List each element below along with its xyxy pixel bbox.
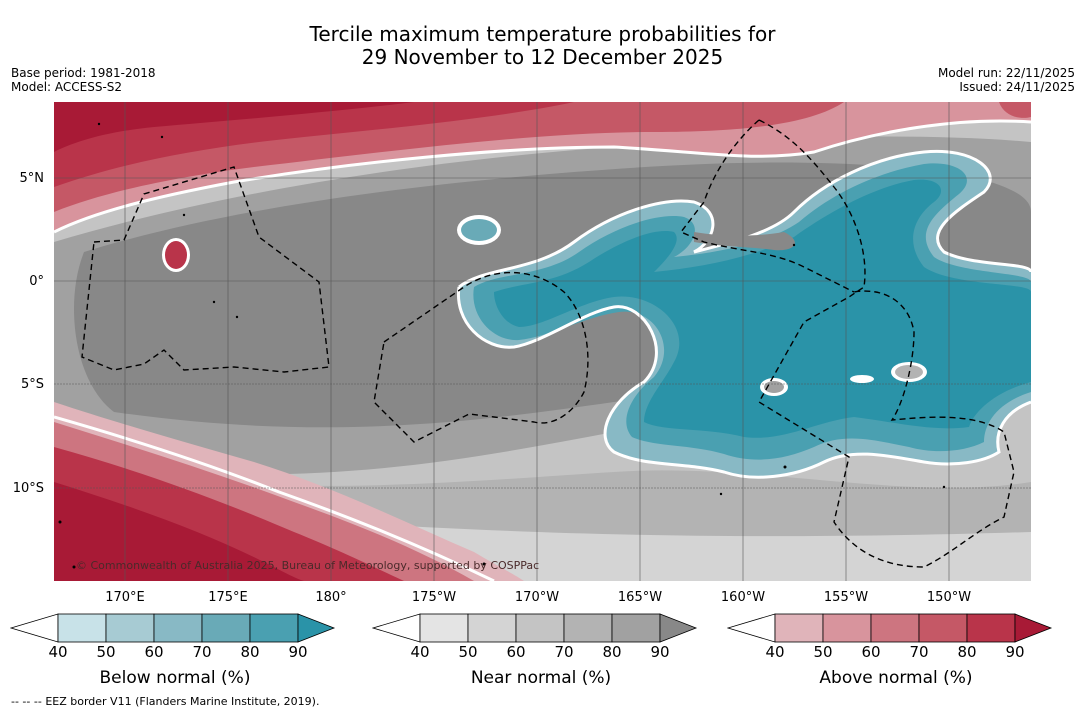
- copyright-notice: © Commonwealth of Australia 2025, Bureau…: [76, 559, 540, 572]
- islands: [58, 122, 946, 569]
- colorbar-tick-label: 80: [602, 643, 622, 661]
- colorbar-title-above: Above normal (%): [819, 668, 973, 688]
- colorbar-extend-high: [659, 613, 698, 643]
- near-normal-zone-southeast: [334, 522, 1031, 581]
- lat-tick-10s: 10°S: [12, 481, 44, 496]
- colorbar-segment: [105, 613, 155, 643]
- base-period: Base period: 1981-2018: [11, 66, 156, 80]
- colorbar-below-normal: [10, 613, 336, 643]
- footer-legend: -- -- -- EEZ border V11 (Flanders Marine…: [11, 695, 319, 708]
- map-title-line2: 29 November to 12 December 2025: [361, 45, 724, 69]
- colorbar-segment: [563, 613, 613, 643]
- lon-tick-170w: 170°W: [514, 590, 560, 605]
- lon-tick-160w: 160°W: [720, 590, 766, 605]
- lon-tick-180: 180°: [315, 590, 347, 605]
- colorbar-segment: [966, 613, 1016, 643]
- colorbar-tick-label: 50: [813, 643, 833, 661]
- red-blob: [165, 241, 187, 269]
- lat-tick-5s: 5°S: [20, 377, 44, 392]
- colorbar-extend-low: [372, 613, 421, 643]
- colorbar-tick-label: 70: [192, 643, 212, 661]
- colorbar-segment: [419, 613, 469, 643]
- eez-kiribati-line: [679, 119, 1015, 568]
- colorbar-tick-label: 90: [288, 643, 308, 661]
- colorbar-segment: [822, 613, 872, 643]
- colorbar-above-normal: [727, 613, 1053, 643]
- colorbar-tick-label: 40: [48, 643, 68, 661]
- above-normal-south-core: [54, 482, 304, 581]
- island: [97, 122, 101, 126]
- eez-kiribati-phoenix: [373, 271, 589, 443]
- island: [58, 520, 62, 524]
- colorbar-tick-label: 70: [554, 643, 574, 661]
- colorbar-tick-label: 70: [909, 643, 929, 661]
- colorbar-extend-high: [297, 613, 336, 643]
- island: [160, 135, 164, 139]
- gray-island-3: [850, 375, 874, 383]
- colorbar-extend-low: [10, 613, 59, 643]
- colorbar-tick-label: 60: [506, 643, 526, 661]
- eez-legend-text: EEZ border V11 (Flanders Marine Institut…: [45, 695, 320, 708]
- colorbar-tick-label: 90: [1005, 643, 1025, 661]
- colorbar-extend-low: [727, 613, 776, 643]
- island: [182, 213, 186, 217]
- colorbar-segment: [153, 613, 203, 643]
- eez-borders: [81, 119, 1015, 568]
- island: [783, 465, 787, 469]
- island: [482, 562, 486, 566]
- model-name: Model: ACCESS-S2: [11, 80, 123, 94]
- issued-date: Issued: 24/11/2025: [959, 80, 1075, 94]
- colorbar-tick-label: 50: [458, 643, 478, 661]
- lon-tick-150w: 150°W: [926, 590, 972, 605]
- island: [235, 315, 239, 319]
- colorbar-segment: [870, 613, 920, 643]
- colorbar-segment: [201, 613, 251, 643]
- below-normal-boundary: [456, 149, 1031, 479]
- graticule: [54, 102, 1031, 581]
- lon-tick-175w: 175°W: [411, 590, 457, 605]
- colorbar-segment: [611, 613, 661, 643]
- colorbar-near-normal: [372, 613, 698, 643]
- colorbar-title-below: Below normal (%): [99, 668, 251, 688]
- colorbar-tick-label: 90: [650, 643, 670, 661]
- colorbar-segment: [467, 613, 517, 643]
- colorbar-tick-label: 80: [240, 643, 260, 661]
- above-normal-north-boundary: [54, 119, 1031, 234]
- colorbar-title-near: Near normal (%): [470, 668, 612, 688]
- above-normal-northeast: [999, 102, 1031, 118]
- island: [212, 300, 216, 304]
- colorbar-segment: [774, 613, 824, 643]
- colorbar-tick-label: 60: [144, 643, 164, 661]
- island: [942, 485, 946, 489]
- colorbar-tick-label: 40: [410, 643, 430, 661]
- blue-patch: [461, 219, 497, 241]
- colorbar-segment: [918, 613, 968, 643]
- eez-legend-symbol: -- -- --: [11, 695, 42, 708]
- lon-tick-165w: 165°W: [617, 590, 663, 605]
- lat-tick-5n: 5°N: [19, 171, 45, 186]
- colorbar-segment: [57, 613, 107, 643]
- colorbar-segment: [249, 613, 299, 643]
- model-run: Model run: 22/11/2025: [937, 66, 1075, 80]
- above-normal-south-boundary: [54, 415, 495, 581]
- colorbar-tick-label: 50: [96, 643, 116, 661]
- gray-intrusion: [694, 232, 795, 251]
- probability-map: [54, 102, 1031, 581]
- above-normal-north-core: [54, 102, 414, 152]
- colorbar-tick-label: 60: [861, 643, 881, 661]
- colorbar-tick-label: 80: [957, 643, 977, 661]
- eez-kiribati-gilbert: [81, 166, 330, 373]
- lat-tick-0: 0°: [29, 274, 44, 289]
- lon-tick-170e: 170°E: [105, 590, 145, 605]
- colorbar-extend-high: [1014, 613, 1053, 643]
- island: [719, 492, 723, 496]
- map-title-line1: Tercile maximum temperature probabilitie…: [309, 22, 776, 46]
- island: [72, 565, 76, 569]
- colorbar-tick-label: 40: [765, 643, 785, 661]
- island: [792, 243, 796, 247]
- lon-tick-155w: 155°W: [823, 590, 869, 605]
- lon-tick-175e: 175°E: [208, 590, 248, 605]
- colorbar-segment: [515, 613, 565, 643]
